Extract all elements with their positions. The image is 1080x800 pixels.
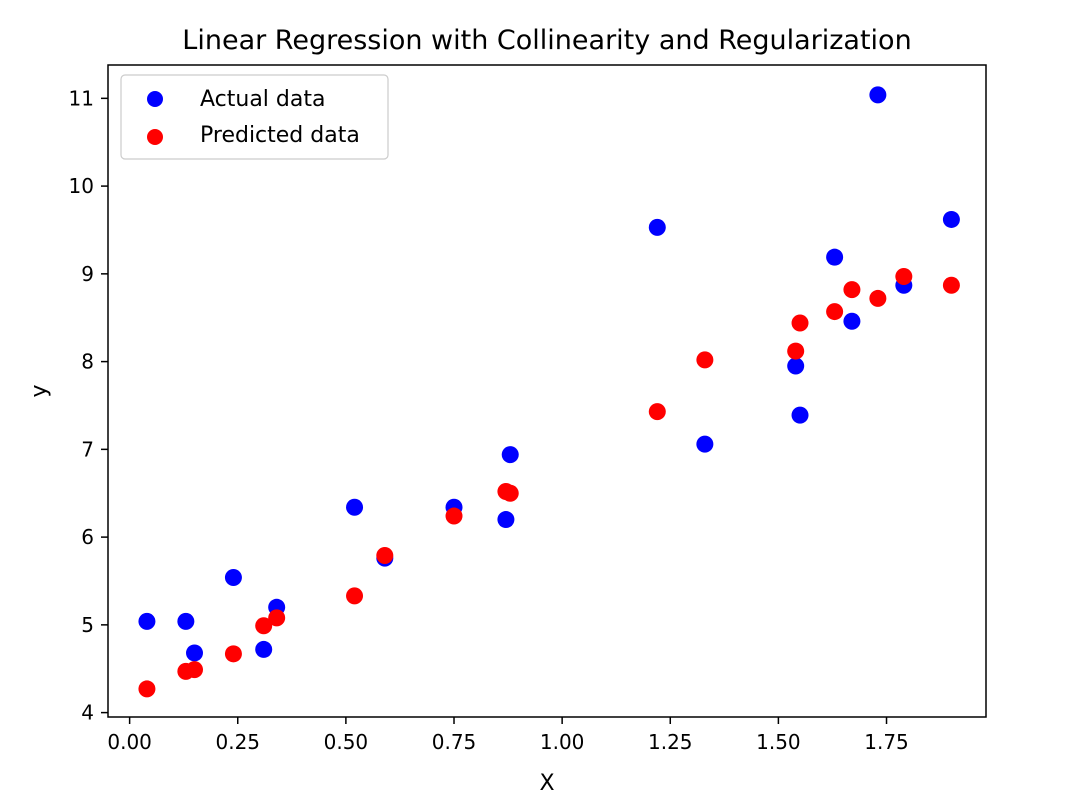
y-tick-label: 9 — [81, 262, 94, 286]
y-tick-label: 11 — [69, 86, 94, 110]
legend-label-predicted: Predicted data — [200, 123, 360, 148]
x-axis-label: X — [539, 771, 554, 796]
actual-data-point — [501, 446, 519, 464]
predicted-data-point — [268, 609, 286, 627]
x-tick-label: 1.00 — [540, 730, 585, 754]
actual-data-point — [791, 406, 809, 424]
predicted-data-point — [501, 484, 519, 502]
x-tick-label: 0.25 — [215, 730, 260, 754]
legend-box — [120, 74, 389, 160]
actual-data-point — [648, 218, 666, 236]
x-tick-label: 0.50 — [324, 730, 369, 754]
predicted-data-point — [791, 314, 809, 332]
predicted-data-point — [376, 547, 394, 565]
data-points — [138, 86, 960, 698]
actual-data-point — [696, 435, 714, 453]
predicted-data-point — [843, 281, 861, 299]
actual-data-point — [186, 644, 204, 662]
y-tick-label: 8 — [81, 350, 94, 374]
x-tick-label: 1.25 — [648, 730, 693, 754]
actual-data-point — [843, 312, 861, 330]
actual-data-point — [787, 357, 805, 375]
actual-data-point — [497, 511, 515, 529]
predicted-data-point — [255, 617, 273, 635]
actual-data-point — [138, 612, 156, 630]
predicted-data-point — [826, 303, 844, 321]
actual-data-point — [255, 640, 273, 658]
actual-data-point — [942, 210, 960, 228]
y-tick-label: 4 — [81, 701, 94, 725]
predicted-data-point — [696, 351, 714, 369]
chart-title: Linear Regression with Collinearity and … — [182, 25, 911, 56]
legend: Actual data Predicted data — [120, 74, 389, 160]
y-tick-label: 6 — [81, 525, 94, 549]
predicted-data-point — [346, 587, 364, 605]
predicted-data-point — [942, 276, 960, 294]
actual-data-point — [346, 498, 364, 516]
x-tick-label: 0.00 — [107, 730, 152, 754]
legend-label-actual: Actual data — [200, 87, 325, 112]
y-axis-ticks: 4 5 6 7 8 9 10 11 — [69, 86, 108, 725]
plot-area-frame — [107, 64, 987, 718]
predicted-data-point — [186, 661, 204, 679]
y-tick-label: 7 — [81, 437, 94, 461]
actual-data-point — [177, 612, 195, 630]
predicted-data-point — [895, 267, 913, 285]
predicted-data-point — [224, 645, 242, 663]
y-axis-label: y — [27, 384, 52, 397]
actual-data-point — [224, 568, 242, 586]
actual-data-point — [869, 86, 887, 104]
x-tick-label: 1.50 — [756, 730, 801, 754]
series-predicted — [138, 267, 960, 698]
predicted-data-point — [787, 342, 805, 360]
legend-marker-predicted — [147, 129, 163, 145]
actual-data-point — [826, 248, 844, 266]
x-axis-ticks: 0.00 0.25 0.50 0.75 1.00 1.25 1.50 1.75 — [107, 717, 909, 754]
x-tick-label: 0.75 — [432, 730, 477, 754]
y-tick-label: 5 — [81, 613, 94, 637]
x-tick-label: 1.75 — [864, 730, 909, 754]
y-tick-label: 10 — [69, 174, 94, 198]
predicted-data-point — [138, 680, 156, 698]
legend-marker-actual — [147, 91, 163, 107]
predicted-data-point — [445, 507, 463, 525]
predicted-data-point — [648, 403, 666, 421]
predicted-data-point — [869, 289, 887, 307]
